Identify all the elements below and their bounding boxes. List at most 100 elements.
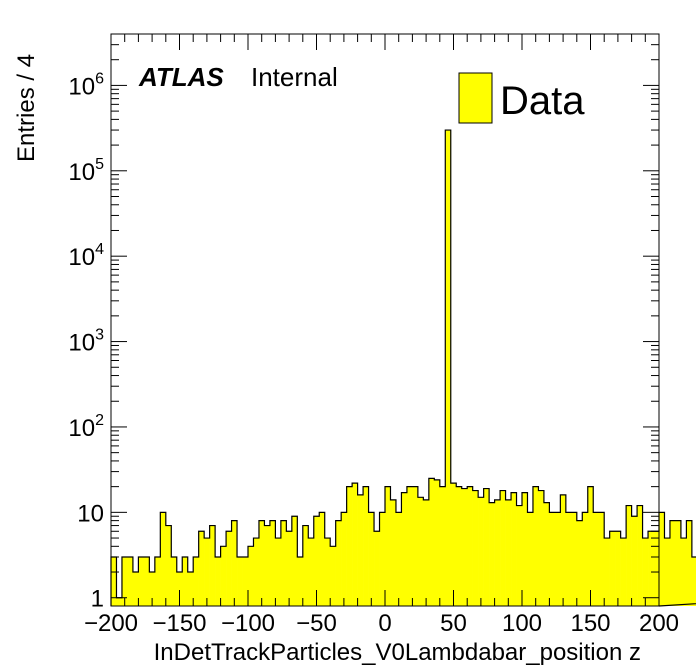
histogram-bar <box>522 492 528 606</box>
histogram-bar <box>615 531 621 606</box>
histogram-bar <box>231 520 238 606</box>
x-axis-ticks <box>110 34 660 606</box>
histogram-bar <box>154 556 161 606</box>
histogram-bar <box>642 538 649 606</box>
histogram-bar <box>319 512 326 606</box>
y-tick-label: 103 <box>68 327 104 357</box>
histogram-bars <box>110 129 696 607</box>
histogram-bar <box>308 538 315 606</box>
histogram-bar <box>664 538 671 606</box>
histogram-bar <box>182 556 189 606</box>
histogram-bar <box>412 486 419 606</box>
histogram-bar <box>335 520 342 606</box>
histogram-bar <box>560 494 567 606</box>
histogram-bar <box>565 512 572 606</box>
histogram-bar <box>576 520 583 606</box>
y-tick-label: 106 <box>68 70 104 100</box>
histogram-bar <box>472 490 479 606</box>
histogram-bar <box>264 525 271 606</box>
y-tick-label: 10 <box>77 500 104 527</box>
histogram-bar <box>215 556 221 606</box>
histogram-bar <box>193 556 199 606</box>
histogram-bar <box>138 556 145 606</box>
histogram-bar <box>341 512 347 606</box>
histogram-bar <box>363 486 369 606</box>
histogram-bar <box>395 512 402 606</box>
histogram-bar <box>675 520 682 606</box>
histogram-bar <box>554 512 561 606</box>
histogram-bar <box>467 486 473 606</box>
histogram-bar <box>434 479 441 606</box>
histogram-bar <box>593 512 600 606</box>
x-tick-label: 200 <box>639 610 679 637</box>
histogram-bar <box>680 538 687 606</box>
histogram-bar <box>248 546 254 606</box>
y-axis-tick-labels: 1 10 102 103 104 105 106 <box>68 70 104 612</box>
atlas-label-bold: ATLAS <box>138 62 224 92</box>
histogram-bar <box>160 512 167 606</box>
histogram-bar <box>659 512 665 606</box>
histogram-bar <box>648 531 654 606</box>
histogram-bar <box>242 556 249 606</box>
histogram-bar <box>631 516 638 606</box>
histogram-bar <box>143 556 150 606</box>
histogram-bar <box>543 502 550 606</box>
histogram-bar <box>297 556 304 606</box>
histogram-bar <box>111 556 117 606</box>
histogram-bar <box>209 525 216 606</box>
histogram-bar <box>406 486 413 606</box>
histogram-bar <box>527 512 534 606</box>
y-tick-label: 104 <box>68 241 104 271</box>
histogram-bar <box>368 512 375 606</box>
x-tick-label: −100 <box>221 610 275 637</box>
histogram-bar <box>609 531 616 606</box>
histogram-bar <box>149 572 156 606</box>
histogram-bar <box>637 505 643 606</box>
histogram-bar <box>483 488 490 606</box>
histogram-bar <box>417 497 424 606</box>
histogram-bar <box>516 505 523 606</box>
histogram-bar <box>401 492 408 606</box>
x-tick-label: −150 <box>152 610 206 637</box>
histogram-bar <box>571 512 578 606</box>
y-tick-label: 102 <box>68 412 104 442</box>
histogram-bar <box>691 556 696 606</box>
histogram-bar <box>330 546 336 606</box>
y-axis-ticks <box>111 33 659 599</box>
y-tick-label: 1 <box>91 586 104 613</box>
histogram-bar <box>439 486 446 606</box>
histogram-bar <box>204 538 210 606</box>
histogram-bar <box>379 512 386 606</box>
histogram-bar <box>374 531 380 606</box>
histogram-bar <box>352 483 358 606</box>
histogram-bar <box>385 486 391 606</box>
histogram-bar <box>171 556 178 606</box>
x-axis-tick-labels: −200 −150 −100 −50 0 50 100 150 200 <box>84 610 679 637</box>
x-tick-label: 100 <box>502 610 542 637</box>
histogram-bar <box>626 505 632 606</box>
histogram-bar <box>549 512 556 606</box>
x-axis-title: InDetTrackParticles_V0Lambdabar_position… <box>154 639 641 666</box>
histogram-outline <box>110 129 696 607</box>
histogram-bar <box>165 525 172 606</box>
histogram-bar <box>538 490 545 606</box>
histogram-bar <box>324 538 331 606</box>
histogram-bar <box>220 546 227 606</box>
histogram-bar <box>226 531 232 606</box>
histogram-bar <box>445 130 452 607</box>
histogram-bar <box>313 516 320 606</box>
x-tick-label: 0 <box>378 610 391 637</box>
histogram-bar <box>357 494 364 606</box>
histogram-bar <box>505 499 512 606</box>
histogram-bar <box>653 531 660 606</box>
histogram-bar <box>604 538 610 606</box>
legend-swatch <box>458 72 493 124</box>
histogram-bar <box>116 597 123 606</box>
histogram-bar <box>121 556 128 606</box>
histogram-bar <box>302 525 309 606</box>
histogram-bar <box>275 538 282 606</box>
histogram-bar <box>532 486 539 606</box>
x-tick-label: 150 <box>570 610 610 637</box>
histogram-bar <box>598 512 605 606</box>
